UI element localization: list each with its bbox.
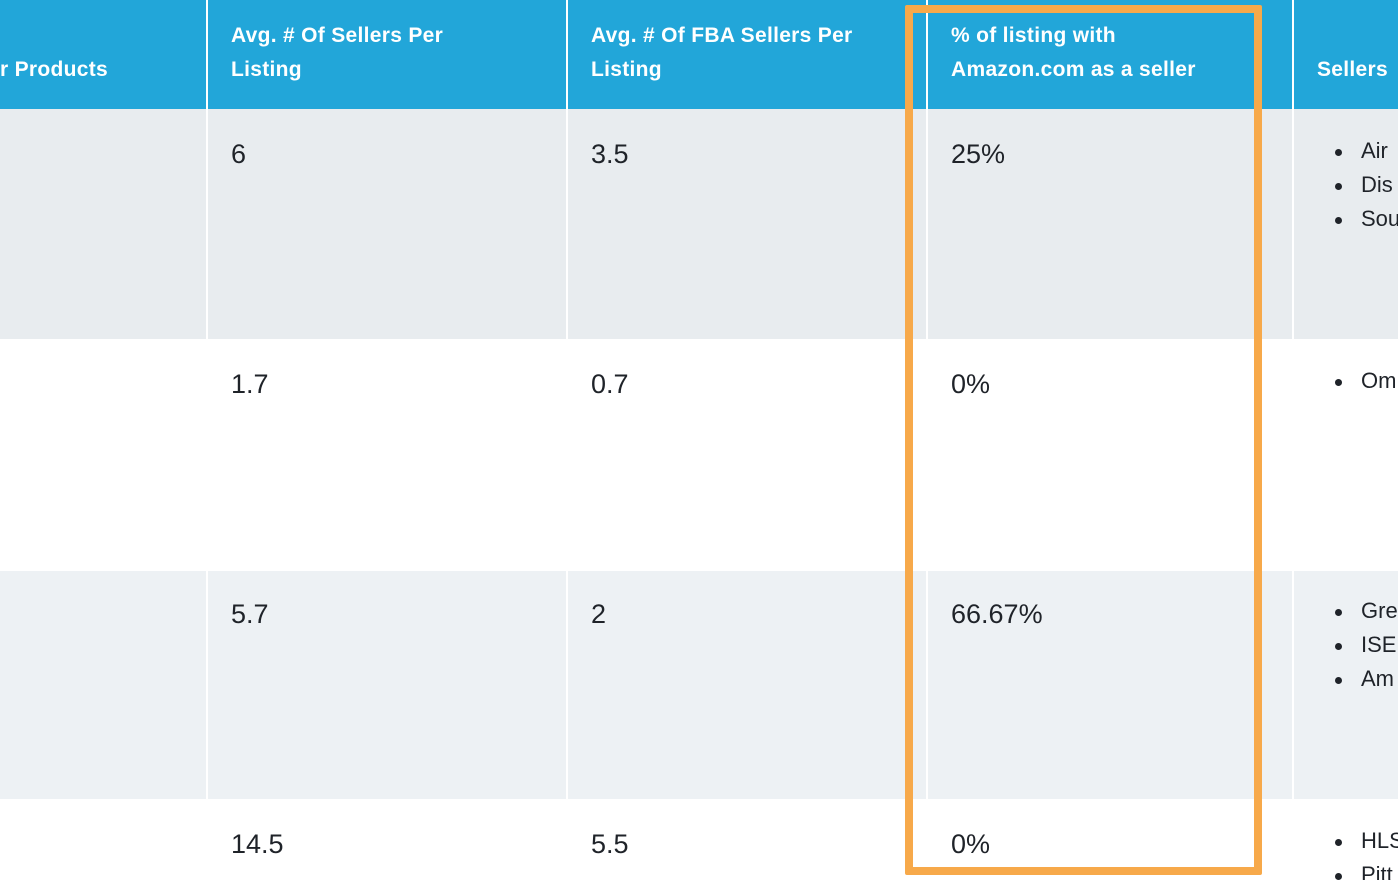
cell-avg-sellers: 1.7 <box>231 369 269 399</box>
list-item: Am <box>1331 662 1398 696</box>
cell-avg-sellers: 14.5 <box>231 829 284 859</box>
header-avg-fba-line1: Avg. # Of FBA Sellers Per <box>591 24 853 47</box>
header-avg-sellers-line1: Avg. # Of Sellers Per <box>231 24 444 47</box>
table-row: 14.5 5.5 0% HLS Pitt <box>0 799 1398 880</box>
list-item: Pitt <box>1331 858 1398 880</box>
cell-avg-fba: 0.7 <box>591 369 629 399</box>
table-header: r Products Avg. # Of Sellers Per Listing… <box>0 0 1398 109</box>
table-row: 1.7 0.7 0% Om <box>0 339 1398 571</box>
sellers-list: Om <box>1331 364 1396 398</box>
header-avg-sellers-line2: Listing <box>231 58 302 81</box>
column-divider <box>1292 0 1294 880</box>
column-divider <box>206 0 208 880</box>
list-item: Dis <box>1331 168 1398 202</box>
cell-pct-amazon: 25% <box>951 139 1006 169</box>
header-products[interactable]: r Products <box>0 0 206 109</box>
header-products-label: r Products <box>0 58 109 81</box>
header-avg-fba-sellers[interactable]: Avg. # Of FBA Sellers Per Listing <box>567 0 927 109</box>
sellers-list: HLS Pitt <box>1331 824 1398 880</box>
cell-avg-fba: 2 <box>591 599 607 629</box>
table-row: 5.7 2 66.67% Gre ISE Am <box>0 571 1398 799</box>
list-item: Om <box>1331 364 1396 398</box>
cell-avg-fba: 3.5 <box>591 139 629 169</box>
column-divider <box>566 0 568 880</box>
list-item: Sou <box>1331 202 1398 236</box>
sellers-list: Gre ISE Am <box>1331 594 1398 696</box>
cell-pct-amazon: 0% <box>951 829 991 859</box>
cell-avg-sellers: 5.7 <box>231 599 269 629</box>
header-avg-sellers[interactable]: Avg. # Of Sellers Per Listing <box>207 0 567 109</box>
header-pct-amazon[interactable]: % of listing with Amazon.com as a seller <box>927 0 1293 109</box>
sellers-list: Air Dis Sou <box>1331 134 1398 236</box>
table-row: 6 3.5 25% Air Dis Sou <box>0 109 1398 339</box>
cell-avg-fba: 5.5 <box>591 829 629 859</box>
list-item: HLS <box>1331 824 1398 858</box>
column-divider <box>926 0 928 880</box>
cell-avg-sellers: 6 <box>231 139 247 169</box>
cell-pct-amazon: 0% <box>951 369 991 399</box>
list-item: Gre <box>1331 594 1398 628</box>
cell-pct-amazon: 66.67% <box>951 599 1043 629</box>
header-avg-fba-line2: Listing <box>591 58 662 81</box>
header-pct-amazon-line1: % of listing with <box>951 24 1116 47</box>
list-item: Air <box>1331 134 1398 168</box>
header-sellers-label: Sellers <box>1317 58 1388 81</box>
header-pct-amazon-line2: Amazon.com as a seller <box>951 58 1196 81</box>
list-item: ISE <box>1331 628 1398 662</box>
header-sellers[interactable]: Sellers <box>1293 0 1398 109</box>
